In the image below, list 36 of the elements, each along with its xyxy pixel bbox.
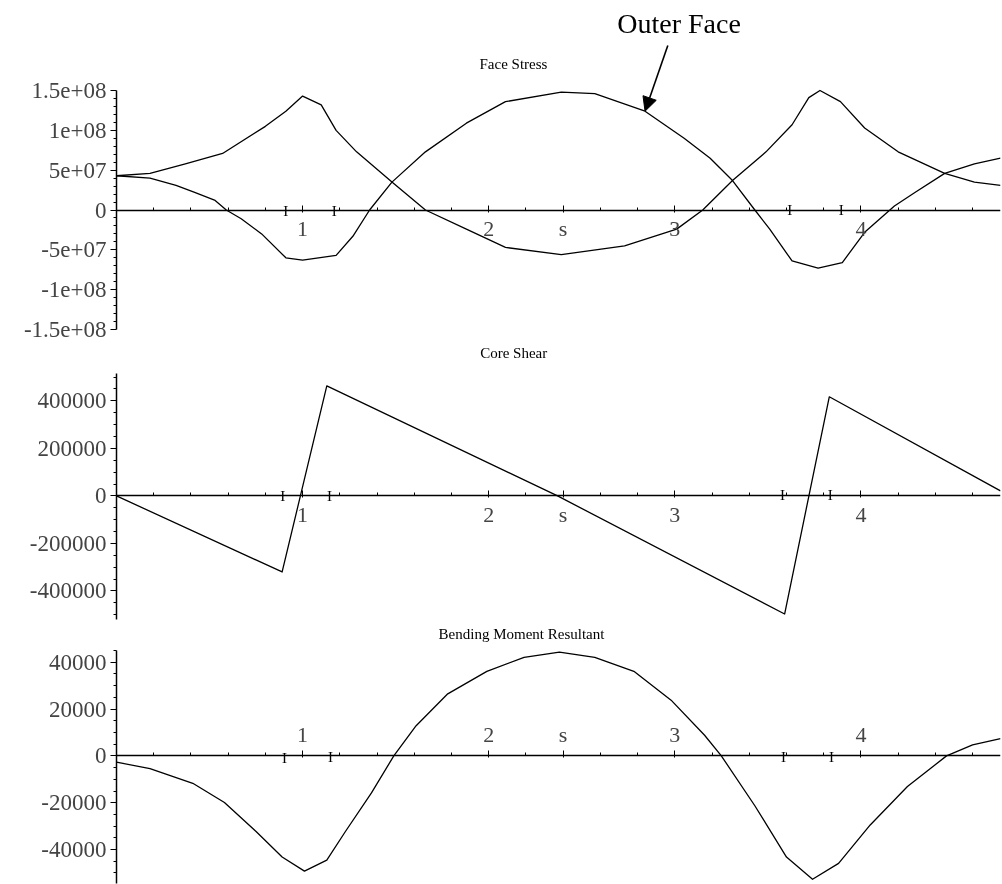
y-tick-label: 1.5e+08 [31,78,107,103]
y-tick-label: 5e+07 [48,157,107,183]
x-tick-label: 2 [483,721,495,747]
y-tick-label: 0 [95,743,107,769]
x-tick-label: 1 [297,216,309,241]
chart-title: Bending Moment Resultant [438,625,606,642]
x-tick-label: 4 [855,501,867,527]
x-tick-label: s [558,721,568,747]
y-tick-label: 200000 [37,435,107,461]
x-tick-label: 1 [297,501,309,527]
y-tick-label: 40000 [49,649,107,675]
y-tick-label: 400000 [37,388,107,414]
y-tick-label: -1e+08 [41,277,107,303]
x-tick-label: 1 [297,721,309,747]
x-tick-label: 4 [855,721,867,747]
x-tick-label: 4 [855,216,867,241]
annotation: Outer Face [617,8,741,39]
chart-title: Core Shear [480,344,548,361]
x-tick-label: s [558,216,568,241]
y-tick-label: 0 [95,197,107,223]
y-tick-label: 0 [95,483,107,509]
y-tick-label: 1e+08 [48,117,107,143]
x-tick-label: 2 [483,501,495,527]
y-tick-label: -1.5e+08 [23,317,107,342]
x-tick-label: s [558,501,568,527]
y-tick-label: -20000 [41,790,107,816]
y-tick-label: 20000 [49,696,107,722]
x-tick-label: 3 [669,721,681,747]
line-series [116,651,1001,880]
chart-title: Face Stress [479,55,548,72]
x-tick-label: 3 [669,501,681,527]
y-tick-label: -40000 [41,837,107,863]
y-tick-label: -400000 [29,578,107,604]
y-tick-label: -5e+07 [41,237,107,263]
x-tick-label: 2 [483,216,495,241]
y-tick-label: -200000 [29,530,107,556]
